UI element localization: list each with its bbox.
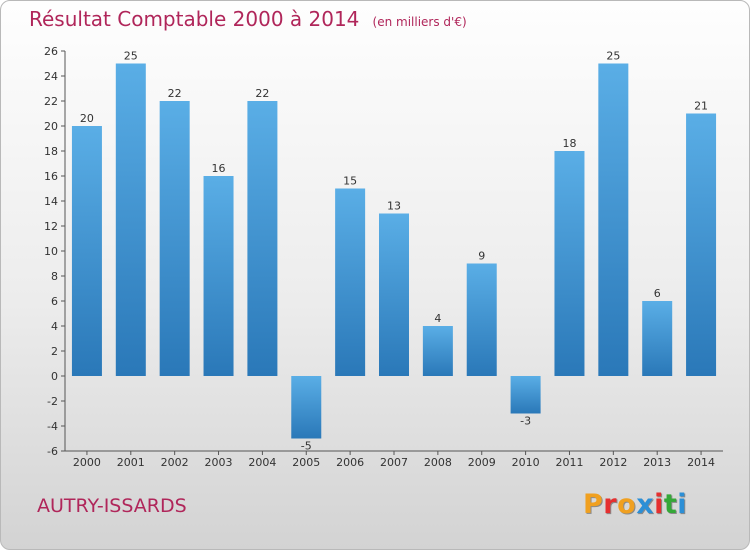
commune-name: AUTRY-ISSARDS: [37, 495, 187, 517]
y-tick-label: -2: [47, 395, 58, 408]
bar: [379, 213, 409, 376]
logo-letter: i: [654, 489, 664, 520]
chart-unit-note: (en milliers d'€): [372, 15, 467, 29]
chart-title: Résultat Comptable 2000 à 2014: [29, 7, 360, 31]
data-label: 16: [212, 162, 226, 175]
y-tick-label: 24: [44, 70, 58, 83]
logo-letter: r: [603, 489, 618, 520]
bar: [71, 126, 102, 376]
x-tick-label: 2014: [687, 456, 715, 469]
y-tick-label: -6: [47, 445, 58, 458]
y-tick-label: 6: [51, 295, 58, 308]
bar: [115, 63, 146, 376]
data-label: -3: [520, 415, 531, 428]
chart-title-block: Résultat Comptable 2000 à 2014 (en milli…: [29, 7, 467, 31]
bar: [598, 63, 629, 376]
data-label: 18: [562, 137, 576, 150]
y-tick-label: 22: [44, 95, 58, 108]
data-label: 9: [478, 250, 485, 263]
y-tick-label: 14: [44, 195, 58, 208]
bar: [159, 101, 190, 376]
logo-letter: t: [663, 489, 678, 520]
x-tick-label: 2003: [205, 456, 233, 469]
logo-letter: i: [677, 489, 688, 520]
x-tick-label: 2009: [468, 456, 496, 469]
y-tick-label: 10: [44, 245, 58, 258]
x-tick-label: 2002: [161, 456, 189, 469]
data-label: 25: [606, 50, 620, 63]
bar: [466, 263, 497, 376]
data-label: 25: [124, 50, 138, 63]
bar: [247, 101, 278, 376]
logo-letter: x: [636, 489, 655, 520]
x-tick-label: 2008: [424, 456, 452, 469]
y-tick-label: 18: [44, 145, 58, 158]
bar: [203, 176, 234, 376]
data-label: 20: [80, 112, 94, 125]
bar: [291, 376, 322, 439]
x-tick-label: 2004: [248, 456, 276, 469]
bar: [422, 326, 453, 376]
data-label: 22: [255, 87, 269, 100]
bar: [554, 151, 585, 376]
x-tick-label: 2007: [380, 456, 408, 469]
bar: [686, 113, 717, 376]
x-tick-label: 2011: [555, 456, 583, 469]
y-tick-label: 20: [44, 120, 58, 133]
data-label: 4: [434, 312, 441, 325]
x-tick-label: 2005: [292, 456, 320, 469]
bar: [510, 376, 541, 414]
data-label: 21: [694, 100, 708, 113]
x-tick-label: 2012: [599, 456, 627, 469]
data-label: 6: [654, 287, 661, 300]
x-tick-label: 2001: [117, 456, 145, 469]
y-tick-label: 4: [51, 320, 58, 333]
logo-letter: P: [583, 489, 604, 520]
y-tick-label: 8: [51, 270, 58, 283]
bar: [335, 188, 366, 376]
x-tick-label: 2000: [73, 456, 101, 469]
proxiti-logo: Proxiti: [583, 489, 687, 520]
data-label: 15: [343, 175, 357, 188]
x-tick-label: 2006: [336, 456, 364, 469]
logo-letter: o: [617, 489, 637, 520]
y-tick-label: 2: [51, 345, 58, 358]
x-tick-label: 2010: [512, 456, 540, 469]
y-tick-label: -4: [47, 420, 58, 433]
data-label: -5: [301, 440, 312, 453]
y-tick-label: 26: [44, 45, 58, 58]
data-label: 22: [168, 87, 182, 100]
data-label: 13: [387, 200, 401, 213]
y-tick-label: 12: [44, 220, 58, 233]
bar: [642, 301, 673, 376]
y-tick-label: 0: [51, 370, 58, 383]
y-tick-label: 16: [44, 170, 58, 183]
x-tick-label: 2013: [643, 456, 671, 469]
